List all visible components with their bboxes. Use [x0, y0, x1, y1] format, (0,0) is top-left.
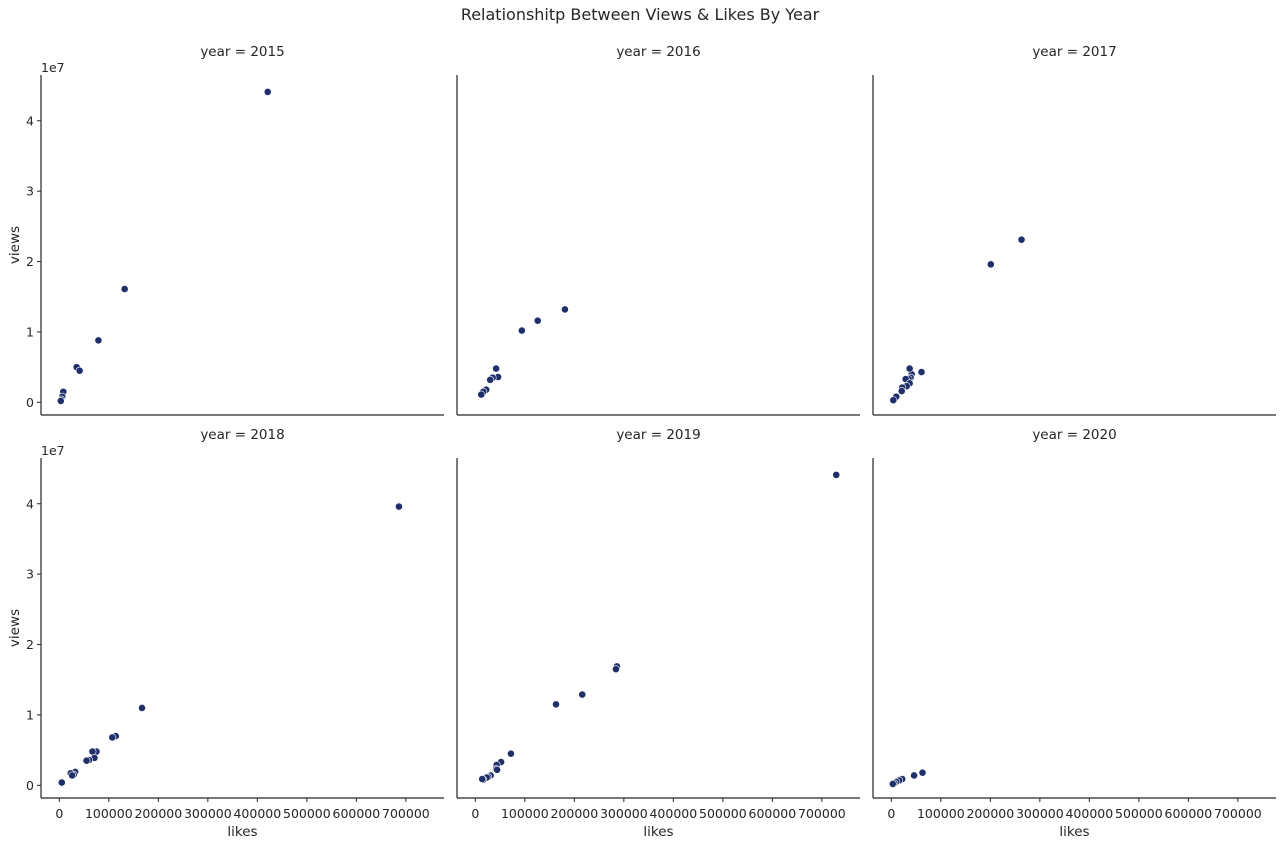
x-tick-label: 500000: [283, 806, 331, 821]
data-point: [612, 665, 620, 674]
x-tick-label: 400000: [233, 806, 281, 821]
data-point: [889, 396, 898, 405]
facet-panel-6: year = 2020 0 100000 200000 300000 400000 5000…: [872, 427, 1276, 840]
data-point: [82, 756, 91, 765]
facet-title: year = 2016: [616, 44, 700, 60]
x-tick-label: 200000: [966, 806, 1014, 821]
x-tick-label: 100000: [501, 806, 549, 821]
data-point: [507, 749, 515, 758]
data-point: [57, 778, 66, 787]
y-tick-label: 4: [26, 113, 34, 128]
data-point: [56, 397, 65, 405]
x-tick-label: 100000: [917, 806, 965, 821]
data-point: [108, 733, 117, 742]
data-point: [120, 285, 129, 293]
x-axis-label: likes: [227, 824, 257, 840]
data-point: [561, 305, 569, 314]
x-tick-label: 400000: [649, 806, 697, 821]
data-point: [918, 768, 927, 777]
y-tick-label: 3: [26, 567, 34, 582]
x-tick-label: 300000: [600, 806, 648, 821]
data-point: [94, 336, 103, 345]
data-point: [477, 390, 486, 399]
data-point: [986, 260, 995, 269]
data-point: [138, 703, 146, 712]
x-axis-label: likes: [1059, 824, 1089, 840]
y-tick-label: 1: [26, 707, 34, 722]
facet-panel-3: year = 2017: [872, 44, 1276, 416]
x-tick-label: 400000: [1065, 806, 1113, 821]
y-offset-label: 1e7: [41, 443, 65, 458]
y-tick-label: 0: [26, 778, 34, 793]
y-tick-label: 2: [26, 254, 34, 269]
x-axis-label: likes: [643, 824, 673, 840]
x-tick-label: 0: [887, 806, 895, 821]
facet-title: year = 2018: [200, 427, 284, 443]
y-axis-label: views: [7, 609, 23, 647]
x-tick-label: 600000: [1165, 806, 1213, 821]
x-tick-label: 300000: [184, 806, 232, 821]
x-tick-label: 0: [55, 806, 63, 821]
facet-panel-5: year = 2019 0 100000 200000 300000 400000 5000…: [456, 427, 860, 840]
facet-panel-1: year = 2015 0 1 2 3 4 1e7 views: [7, 44, 444, 416]
data-point: [478, 775, 487, 783]
data-point: [517, 326, 526, 335]
facet-title: year = 2015: [200, 44, 284, 60]
data-point: [888, 780, 897, 788]
data-point: [75, 366, 84, 375]
x-tick-label: 600000: [749, 806, 797, 821]
x-tick-label: 600000: [333, 806, 381, 821]
x-tick-label: 200000: [134, 806, 182, 821]
facet-title: year = 2019: [616, 427, 700, 443]
data-point: [917, 368, 926, 376]
data-point: [492, 364, 501, 373]
x-tick-label: 700000: [1214, 806, 1262, 821]
facet-title: year = 2017: [1032, 44, 1116, 60]
x-tick-label: 700000: [382, 806, 430, 821]
data-point: [486, 375, 495, 384]
x-tick-label: 100000: [85, 806, 133, 821]
y-tick-label: 3: [26, 184, 34, 199]
data-point: [910, 771, 918, 780]
y-tick-label: 4: [26, 496, 34, 511]
y-offset-label: 1e7: [41, 60, 65, 75]
x-tick-label: 700000: [798, 806, 846, 821]
y-tick-label: 0: [26, 395, 34, 410]
data-point: [68, 771, 77, 780]
data-point: [395, 502, 403, 511]
y-tick-label: 1: [26, 324, 34, 339]
y-tick-label: 2: [26, 637, 34, 652]
data-point: [263, 87, 272, 96]
figure-title: Relationshitp Between Views & Likes By Y…: [461, 5, 820, 24]
data-point: [552, 700, 560, 709]
facet-panel-2: year = 2016: [456, 44, 860, 416]
x-tick-label: 500000: [699, 806, 747, 821]
data-point: [832, 470, 841, 479]
data-point: [1017, 235, 1026, 244]
data-point: [578, 690, 587, 699]
x-tick-label: 500000: [1115, 806, 1163, 821]
data-point: [905, 364, 914, 373]
data-point: [493, 765, 502, 774]
data-point: [897, 387, 906, 395]
facet-title: year = 2020: [1032, 427, 1116, 443]
y-axis-label: views: [7, 226, 23, 264]
x-tick-label: 300000: [1016, 806, 1064, 821]
x-tick-label: 0: [471, 806, 479, 821]
x-tick-label: 200000: [550, 806, 598, 821]
data-point: [533, 316, 542, 325]
facet-panel-4: year = 2018 0 1 2 3 4 1e7 views 0 100000 200000 300…: [7, 427, 444, 840]
